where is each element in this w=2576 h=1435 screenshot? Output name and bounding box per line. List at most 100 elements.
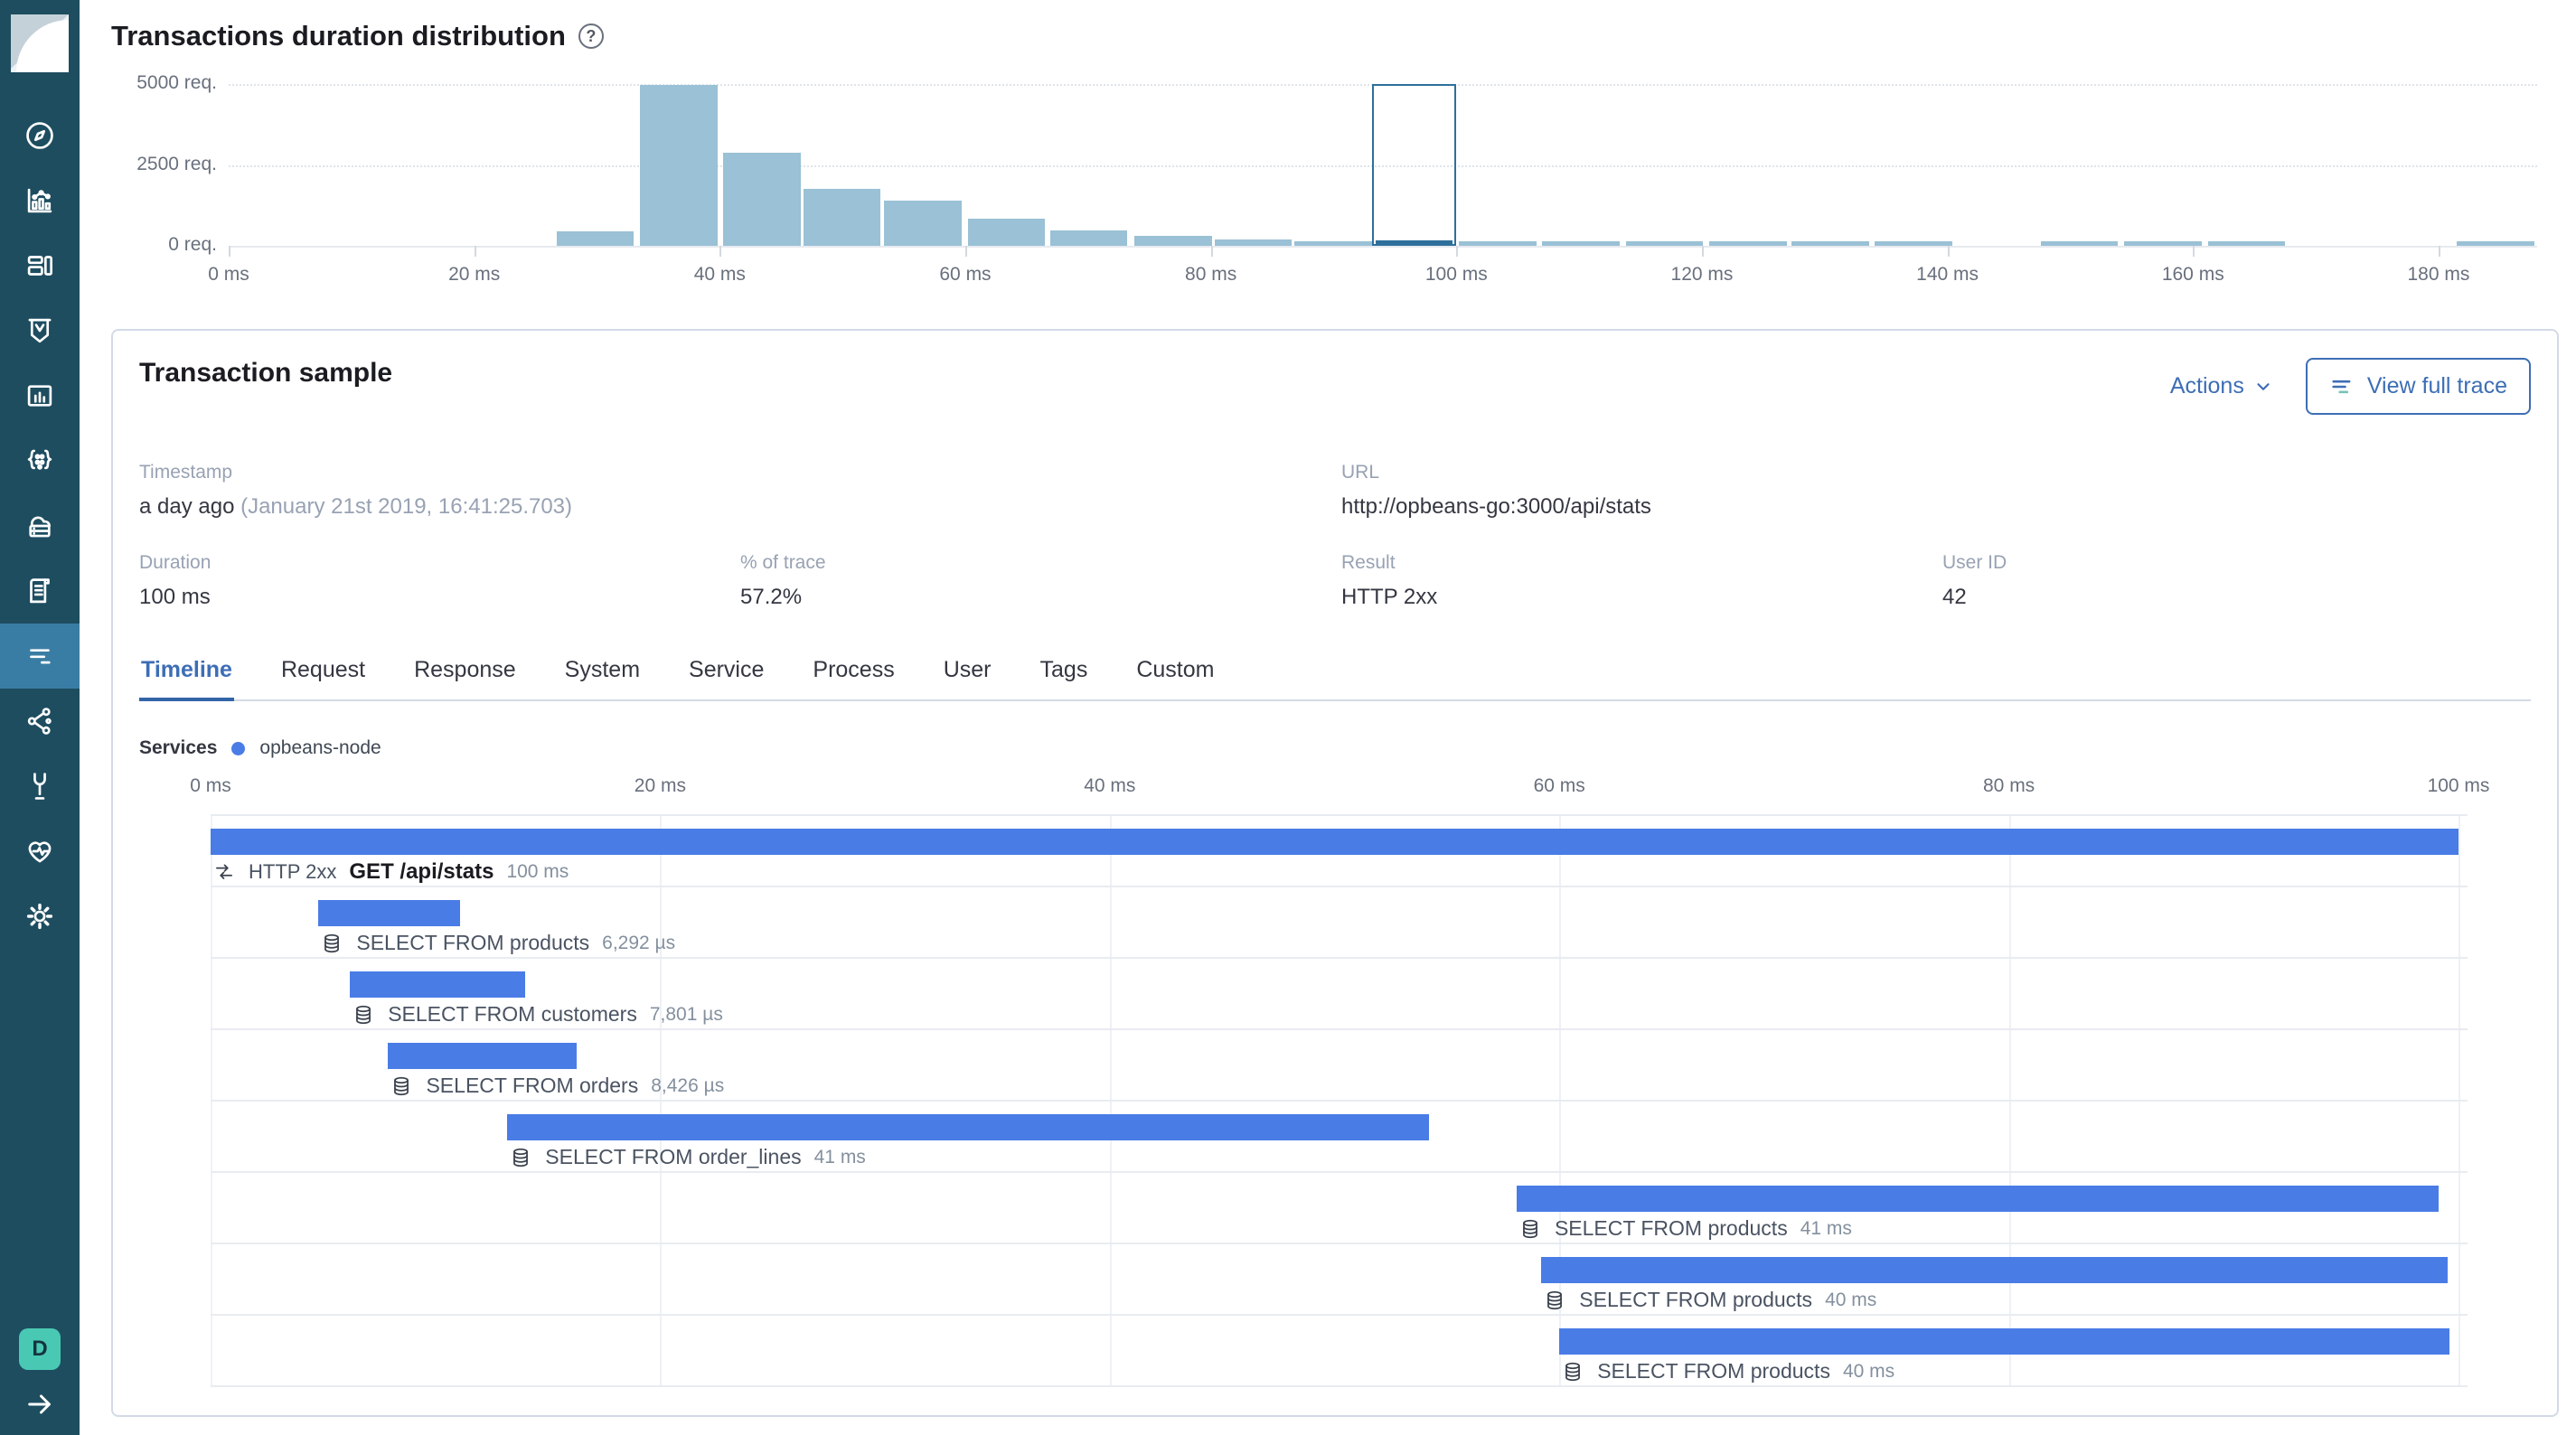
item-duration: 7,801 µs	[649, 1003, 723, 1025]
database-icon	[324, 933, 340, 952]
sidebar-item-logs[interactable]	[0, 558, 80, 624]
span-bar[interactable]	[350, 971, 526, 998]
actions-menu-button[interactable]: Actions	[2170, 373, 2273, 399]
view-full-trace-button[interactable]: View full trace	[2305, 358, 2531, 415]
waterfall-item-label[interactable]: SELECT FROM products 40 ms	[1561, 1359, 1894, 1383]
timestamp-field: Timestamp a day ago (January 21st 2019, …	[139, 462, 1341, 520]
sidebar-item-apm[interactable]	[0, 624, 80, 689]
histogram-x-tick	[1701, 246, 1704, 257]
tab-timeline[interactable]: Timeline	[139, 657, 234, 701]
waterfall-item-label[interactable]: SELECT FROM products 40 ms	[1543, 1288, 1876, 1312]
histogram-bar[interactable]	[803, 188, 881, 246]
sidebar-items	[0, 103, 80, 949]
sidebar-item-visualize[interactable]	[0, 168, 80, 233]
tab-request[interactable]: Request	[280, 657, 366, 682]
tab-custom[interactable]: Custom	[1136, 657, 1215, 682]
histogram-bar[interactable]	[723, 153, 801, 246]
histogram-gridline	[229, 164, 2537, 167]
sidebar-item-graph[interactable]	[0, 689, 80, 754]
sidebar-item-discover[interactable]	[0, 103, 80, 168]
histogram-bar[interactable]	[1542, 240, 1620, 246]
histogram-bar[interactable]	[2124, 240, 2202, 246]
histogram-bar[interactable]	[884, 201, 962, 246]
histogram-bar[interactable]	[1709, 240, 1787, 246]
span-name: SELECT FROM products	[1597, 1359, 1830, 1383]
span-name: SELECT FROM customers	[388, 1002, 637, 1026]
item-duration: 41 ms	[1800, 1217, 1852, 1239]
histogram-bar[interactable]	[1875, 240, 1953, 246]
span-bar[interactable]	[507, 1114, 1429, 1140]
histogram-bar[interactable]	[556, 230, 635, 246]
span-bar[interactable]	[1541, 1257, 2448, 1283]
sidebar-item-timelion[interactable]	[0, 298, 80, 363]
histogram-bar[interactable]	[1459, 240, 1537, 246]
waterfall-row-separator	[211, 1171, 2468, 1173]
tab-tags[interactable]: Tags	[1039, 657, 1088, 682]
tab-user[interactable]: User	[943, 657, 992, 682]
transaction-name: GET /api/stats	[349, 859, 494, 884]
histogram-bar[interactable]	[640, 84, 718, 246]
sidebar-item-management[interactable]	[0, 884, 80, 949]
histogram-bar[interactable]	[2207, 240, 2286, 246]
sidebar-item-canvas[interactable]	[0, 363, 80, 428]
main-content: Transactions duration distribution ? 0 r…	[80, 0, 2576, 1435]
histogram-x-tick	[2193, 246, 2195, 257]
histogram-bar-selected[interactable]	[1375, 239, 1453, 246]
waterfall-item-label[interactable]: HTTP 2xx GET /api/stats 100 ms	[212, 859, 569, 885]
histogram-bar[interactable]	[967, 218, 1046, 246]
waterfall-item-label[interactable]: SELECT FROM products 41 ms	[1518, 1216, 1852, 1241]
sidebar-item-dev-tools[interactable]	[0, 754, 80, 819]
header-actions: Actions View full trace	[2170, 358, 2531, 415]
timestamp-detail: (January 21st 2019, 16:41:25.703)	[240, 494, 573, 519]
histogram-bar[interactable]	[1214, 239, 1293, 246]
histogram-x-tick-label: 40 ms	[693, 264, 746, 285]
selected-bucket-marker	[1371, 84, 1457, 246]
span-bar[interactable]	[1559, 1328, 2450, 1355]
sidebar-item-machine-learning[interactable]	[0, 428, 80, 493]
waterfall-x-tick-label: 60 ms	[1533, 775, 1585, 796]
sidebar-item-infrastructure[interactable]	[0, 493, 80, 558]
span-bar[interactable]	[1516, 1186, 2439, 1212]
waterfall-row-separator	[211, 1314, 2468, 1316]
url-field: URL http://opbeans-go:3000/api/stats	[1341, 462, 2543, 520]
histogram-x-tick-label: 120 ms	[1670, 264, 1734, 285]
panel-title: Transaction sample	[139, 358, 393, 388]
waterfall-item-label[interactable]: SELECT FROM order_lines 41 ms	[509, 1145, 866, 1169]
histogram-y-tick-label: 0 req.	[168, 234, 217, 255]
histogram-bar[interactable]	[2457, 240, 2534, 246]
tab-response[interactable]: Response	[414, 657, 516, 682]
histogram-bar[interactable]	[1134, 236, 1212, 246]
waterfall-row: SELECT FROM orders 8,426 µs	[113, 1028, 2557, 1100]
histogram-baseline	[229, 246, 2537, 248]
help-icon[interactable]: ?	[578, 23, 604, 49]
waterfall-item-label[interactable]: SELECT FROM orders 8,426 µs	[390, 1074, 724, 1098]
sidebar-item-monitoring[interactable]	[0, 819, 80, 884]
user-avatar[interactable]: D	[19, 1328, 61, 1370]
waterfall-item-label[interactable]: SELECT FROM products 6,292 µs	[320, 931, 675, 955]
histogram-bar[interactable]	[1625, 240, 1704, 246]
span-bar[interactable]	[388, 1043, 578, 1069]
item-duration: 41 ms	[813, 1146, 866, 1168]
kibana-logo-icon[interactable]	[11, 14, 69, 72]
histogram-bar[interactable]	[1294, 240, 1372, 246]
histogram-x-tick-label: 140 ms	[1916, 264, 1979, 285]
span-name: SELECT FROM orders	[426, 1074, 639, 1097]
tab-service[interactable]: Service	[689, 657, 765, 682]
histogram-bar[interactable]	[2040, 240, 2119, 246]
tab-process[interactable]: Process	[813, 657, 895, 682]
tab-system[interactable]: System	[564, 657, 641, 682]
transaction-bar[interactable]	[211, 829, 2458, 855]
services-label: Services	[139, 737, 218, 758]
waterfall-item-label[interactable]: SELECT FROM customers 7,801 µs	[352, 1002, 723, 1027]
span-bar[interactable]	[318, 900, 461, 926]
canvas-frame-icon	[27, 385, 52, 407]
histogram-bar[interactable]	[1049, 230, 1128, 246]
histogram-bar[interactable]	[1791, 240, 1869, 246]
timestamp-relative: a day ago	[139, 494, 235, 519]
waterfall-row: SELECT FROM products 41 ms	[113, 1171, 2557, 1243]
expand-nav-arrow-icon[interactable]	[24, 1388, 56, 1421]
distribution-title-text: Transactions duration distribution	[111, 20, 566, 52]
sidebar-item-dashboard[interactable]	[0, 233, 80, 298]
histogram-y-tick-label: 2500 req.	[136, 153, 217, 174]
transactions-duration-distribution-section: Transactions duration distribution ? 0 r…	[80, 0, 2576, 329]
